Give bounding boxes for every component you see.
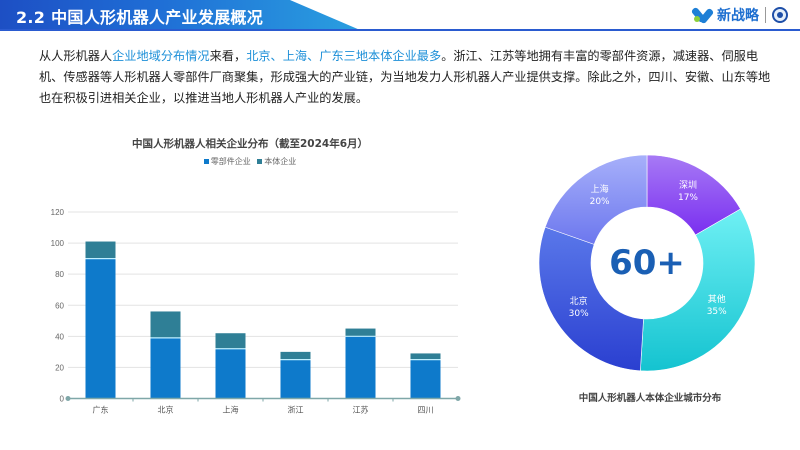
x-tick-label: 上海 xyxy=(223,405,239,415)
legend-label: 本体企业 xyxy=(264,157,297,166)
donut-slice[interactable] xyxy=(538,226,644,372)
emblem-icon xyxy=(772,7,788,23)
brand-logo: 新战略 xyxy=(690,4,788,26)
bar-chart-legend: 零部件企业 本体企业 xyxy=(60,156,440,167)
title-banner xyxy=(0,0,360,30)
bar-segment[interactable] xyxy=(150,337,181,399)
logo-x-icon xyxy=(690,6,715,25)
intro-text: 从人形机器人 xyxy=(39,49,113,63)
bar-segment[interactable] xyxy=(280,359,311,399)
y-tick-label: 60 xyxy=(55,301,64,310)
donut-center-value: 60+ xyxy=(609,243,685,283)
intro-highlight: 北京、上海、广东三地本体企业最多 xyxy=(246,49,442,63)
bar-segment[interactable] xyxy=(215,333,246,349)
bar-segment[interactable] xyxy=(215,348,246,399)
intro-text: 来看， xyxy=(209,49,247,63)
bar-segment[interactable] xyxy=(410,359,441,399)
y-tick-label: 100 xyxy=(51,239,65,248)
intro-text: 。浙江、江苏等地拥有丰富的零部件资源，减速器、伺服电机、传感器等人形机器人零部件… xyxy=(39,49,771,105)
logo-separator xyxy=(765,7,766,23)
bar-segment[interactable] xyxy=(345,328,376,337)
donut-slice[interactable] xyxy=(640,208,756,372)
bar-segment[interactable] xyxy=(85,258,116,399)
legend-swatch-body xyxy=(257,159,263,164)
donut-slice-label: 上海 20% xyxy=(589,185,610,208)
donut-slice-label: 其他 35% xyxy=(706,295,727,318)
axis-start-dot xyxy=(65,396,71,401)
y-tick-label: 80 xyxy=(55,270,64,279)
x-tick-label: 广东 xyxy=(93,405,109,415)
bar-segment[interactable] xyxy=(280,351,311,360)
logo-text: 新战略 xyxy=(717,8,759,24)
x-tick-label: 北京 xyxy=(158,405,174,415)
donut-slice-label: 深圳 17% xyxy=(677,180,698,203)
intro-highlight: 企业地域分布情况 xyxy=(112,49,210,63)
x-tick-label: 四川 xyxy=(418,406,434,415)
donut-slice-label: 北京 30% xyxy=(568,297,589,320)
page-header: 2.2 中国人形机器人产业发展概况 新战略 xyxy=(0,0,800,31)
header-divider xyxy=(0,29,800,31)
donut-slice[interactable] xyxy=(544,154,648,245)
x-tick-label: 江苏 xyxy=(353,405,369,415)
intro-paragraph: 从人形机器人企业地域分布情况来看，北京、上海、广东三地本体企业最多。浙江、江苏等… xyxy=(39,46,779,109)
donut-chart-title: 中国人形机器人本体企业城市分布 xyxy=(578,393,722,404)
bar-segment[interactable] xyxy=(410,353,441,360)
donut-svg xyxy=(538,154,756,372)
legend-swatch-components xyxy=(203,159,209,164)
x-tick-label: 浙江 xyxy=(288,405,304,415)
y-tick-label: 0 xyxy=(60,395,65,404)
bar-chart-title: 中国人形机器人相关企业分布（截至2024年6月） xyxy=(131,138,369,150)
y-tick-label: 20 xyxy=(55,363,64,372)
bar-segment[interactable] xyxy=(345,336,376,399)
bar-segment[interactable] xyxy=(85,241,116,259)
bar-segment[interactable] xyxy=(150,311,181,338)
axis-end-dot xyxy=(455,396,461,401)
donut-chart: 60+ 深圳 17% 其他 35% 北京 30% 上海 20% xyxy=(537,153,757,373)
y-tick-label: 120 xyxy=(51,208,65,217)
y-tick-label: 40 xyxy=(55,332,64,341)
page-title: 2.2 中国人形机器人产业发展概况 xyxy=(16,8,264,27)
legend-label: 零部件企业 xyxy=(210,157,251,166)
